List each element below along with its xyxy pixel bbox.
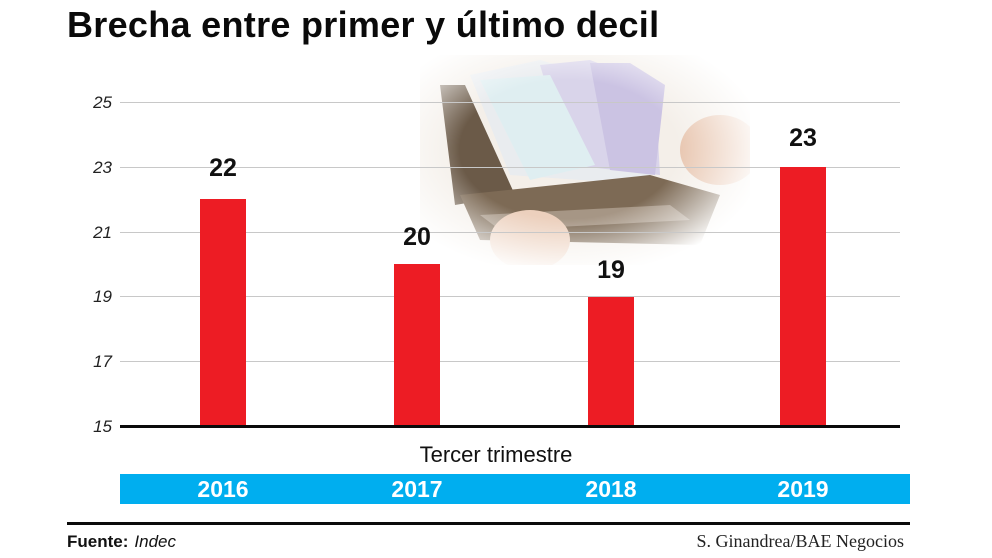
y-tick: 23 [93, 158, 112, 177]
y-tick: 19 [93, 287, 112, 306]
source-value: Indec [134, 532, 176, 551]
x-axis-label: Tercer trimestre [419, 442, 573, 467]
bar-value-label: 20 [403, 223, 431, 251]
source-note: Fuente: Indec [67, 532, 176, 552]
year-label-2019: 2019 [777, 476, 829, 502]
y-tick: 21 [93, 223, 112, 242]
gridline-19 [120, 296, 900, 297]
year-label-2018: 2018 [585, 476, 637, 502]
gridline-21 [120, 232, 900, 233]
bar-2016 [200, 199, 246, 426]
year-label-2017: 2017 [391, 476, 443, 502]
y-tick: 17 [93, 352, 112, 371]
gridline-25 [120, 102, 900, 103]
chart-title: Brecha entre primer y último decil [67, 4, 660, 45]
bar-2019 [780, 167, 826, 426]
y-tick: 15 [93, 417, 112, 436]
bar-value-label: 23 [789, 124, 817, 152]
year-label-2016: 2016 [197, 476, 249, 502]
bar-value-label: 22 [209, 154, 237, 182]
bar-2017 [394, 264, 440, 426]
credit-note: S. Ginandrea/BAE Negocios [696, 531, 904, 551]
bar-2018 [588, 297, 634, 426]
x-axis-baseline [120, 425, 900, 428]
bar-value-label: 19 [597, 256, 625, 284]
gridline-17 [120, 361, 900, 362]
y-tick: 25 [93, 93, 112, 112]
year-band: 2016 2017 2018 2019 [120, 474, 910, 504]
gridline-23 [120, 167, 900, 168]
footer-rule [67, 522, 910, 525]
source-label: Fuente: [67, 532, 129, 551]
wallet-photo-icon [420, 55, 760, 270]
